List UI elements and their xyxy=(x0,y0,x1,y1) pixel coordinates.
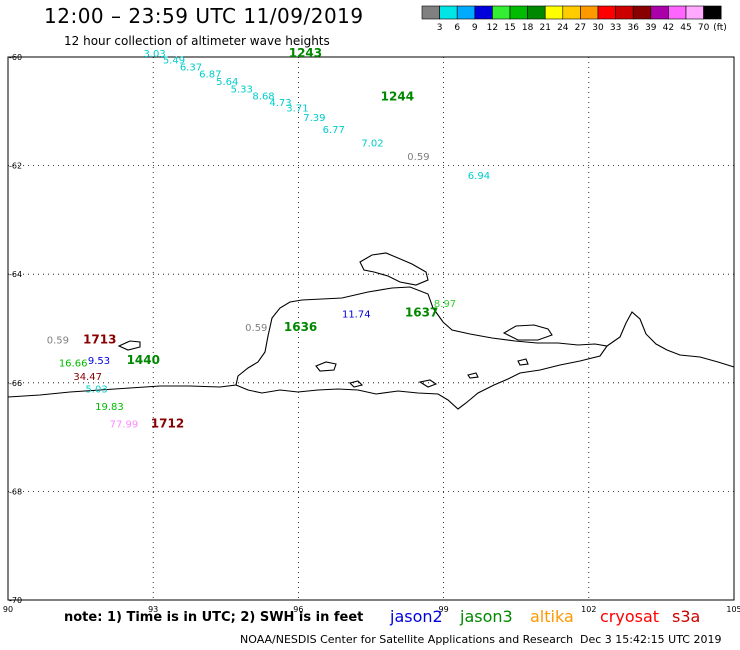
lat-tick-label: -62 xyxy=(9,162,22,171)
lon-tick-label: 105 xyxy=(726,605,740,614)
colorbar-label: 6 xyxy=(454,23,460,33)
wave-height-label: 7.02 xyxy=(361,139,383,150)
satellite-legend-s3a: s3a xyxy=(672,607,701,626)
colorbar-swatch xyxy=(650,5,669,20)
wave-height-label: 7.39 xyxy=(303,113,325,124)
lat-tick-label: -70 xyxy=(9,596,22,605)
wave-height-label: 0.59 xyxy=(407,152,429,163)
pass-time-label: 1713 xyxy=(83,333,116,347)
lat-tick-label: -64 xyxy=(9,270,22,279)
colorbar-swatch xyxy=(509,5,528,20)
satellite-legend-altika: altika xyxy=(530,607,574,626)
colorbar-swatch xyxy=(562,5,581,20)
colorbar-label: 45 xyxy=(680,23,691,33)
wave-height-label: 6.77 xyxy=(323,125,345,136)
colorbar-swatch xyxy=(685,5,704,20)
coastline xyxy=(7,252,735,410)
colorbar-swatch xyxy=(615,5,634,20)
colorbar-label: 15 xyxy=(504,23,515,33)
wave-height-label: 5.49 xyxy=(163,56,185,67)
wave-height-label: 77.99 xyxy=(110,419,139,430)
wave-height-label: 16.66 xyxy=(59,359,88,370)
colorbar-label: 12 xyxy=(487,23,498,33)
colorbar-swatch xyxy=(456,5,476,20)
wave-height-label: 3.71 xyxy=(286,103,308,114)
wave-height-label: 5.33 xyxy=(231,84,253,95)
pass-time-label: 1243 xyxy=(289,46,322,60)
colorbar-label: 27 xyxy=(575,23,586,33)
colorbar-label: 9 xyxy=(472,23,478,33)
wave-height-label: 0.59 xyxy=(47,336,69,347)
colorbar-swatch xyxy=(421,5,440,20)
plot-frame xyxy=(7,56,735,601)
generation-timestamp: Dec 3 15:42:15 UTC 2019 xyxy=(580,633,722,646)
colorbar-swatch xyxy=(544,5,564,20)
wave-height-label: 8.68 xyxy=(252,91,274,102)
pass-time-label: 1637 xyxy=(405,306,438,320)
pass-time-label: 1440 xyxy=(127,353,160,367)
colorbar-label: 3 xyxy=(437,23,443,33)
lat-tick-label: -60 xyxy=(9,53,22,62)
page-title: 12:00 – 23:59 UTC 11/09/2019 xyxy=(44,4,364,28)
colorbar-swatch xyxy=(439,5,458,20)
wave-height-label: 8.97 xyxy=(434,299,456,310)
wave-height-label: 4.73 xyxy=(269,98,291,109)
lon-tick-label: 99 xyxy=(439,605,449,614)
lon-tick-label: 93 xyxy=(148,605,158,614)
colorbar-swatch xyxy=(527,5,546,20)
wave-height-label: 19.83 xyxy=(95,402,124,413)
satellite-legend-cryosat: cryosat xyxy=(600,607,660,626)
colorbar-swatch xyxy=(492,5,511,20)
colorbar-label: 70 xyxy=(698,23,710,33)
colorbar-label: 30 xyxy=(592,23,604,33)
colorbar-label: 39 xyxy=(645,23,657,33)
lat-tick-label: -68 xyxy=(9,487,22,496)
colorbar-swatch xyxy=(632,5,652,20)
pass-time-label: 1712 xyxy=(151,416,184,430)
graticule: 90 93 96 99 102 105 -60 -62 -64 -66 -68 -70 xyxy=(3,53,740,614)
page-subtitle: 12 hour collection of altimeter wave hei… xyxy=(64,34,330,48)
wave-height-label: 34.47 xyxy=(73,372,102,383)
colorbar-unit: (ft) xyxy=(713,23,727,33)
pass-time-label: 1244 xyxy=(381,89,414,103)
wave-height-label: 11.74 xyxy=(342,310,371,321)
colorbar-label: 42 xyxy=(663,23,674,33)
lon-tick-label: 90 xyxy=(3,605,13,614)
wave-height-label: 5.64 xyxy=(216,77,238,88)
colorbar-label: 18 xyxy=(522,23,534,33)
colorbar-swatch xyxy=(580,5,599,20)
wave-height-label: 5.03 xyxy=(85,385,107,396)
satellite-legend-jason2: jason2 xyxy=(390,607,443,626)
wave-height-label: 3.03 xyxy=(144,49,166,60)
lon-tick-label: 96 xyxy=(293,605,303,614)
wave-height-label: 9.53 xyxy=(88,356,110,367)
wave-height-labels: 3.03 1243 5.496.376.875.645.338.68 1244 4.73… xyxy=(47,46,490,430)
footer-note: note: 1) Time is in UTC; 2) SWH is in fe… xyxy=(64,610,364,625)
colorbar-label: 24 xyxy=(557,23,569,33)
colorbar-label: 21 xyxy=(539,23,550,33)
lat-tick-label: -66 xyxy=(9,379,22,388)
wave-height-label: 0.59 xyxy=(245,323,267,334)
wave-height-label: 6.37 xyxy=(180,63,202,74)
colorbar-swatch xyxy=(668,5,687,20)
wave-height-label: 6.94 xyxy=(468,171,490,182)
colorbar-label: 33 xyxy=(610,23,621,33)
credit-text: NOAA/NESDIS Center for Satellite Applica… xyxy=(240,633,574,646)
satellite-legend-jason3: jason3 xyxy=(460,607,513,626)
colorbar: 3 6 9 12 15 18 21 24 27 30 33 36 39 42 45 70 (ft) xyxy=(421,5,727,33)
lon-tick-label: 102 xyxy=(581,605,596,614)
colorbar-swatch xyxy=(703,5,722,20)
colorbar-swatch xyxy=(474,5,493,20)
wave-height-label: 6.87 xyxy=(199,70,221,81)
colorbar-label: 36 xyxy=(627,23,639,33)
colorbar-swatch xyxy=(597,5,616,20)
pass-time-label: 1636 xyxy=(284,320,317,334)
